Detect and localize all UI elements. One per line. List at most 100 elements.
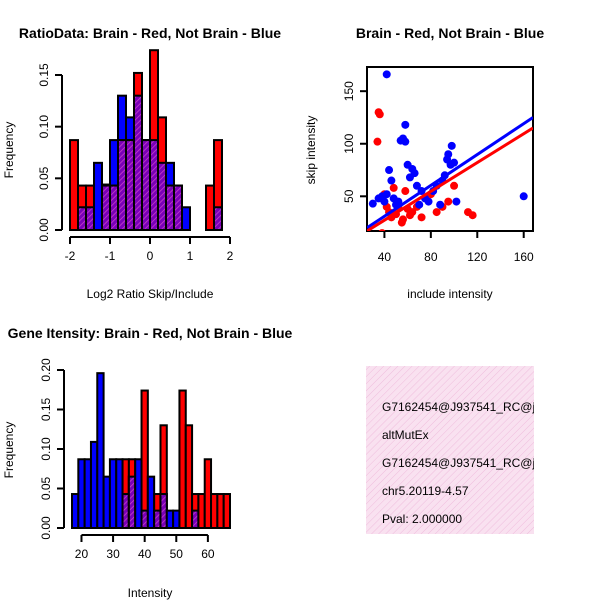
scatter-xlabel: include intensity (407, 287, 492, 301)
info-line: G7162454@J937541_RC@j_at (382, 456, 552, 470)
bar-overlap (109, 184, 119, 231)
y-tick-label: 0.00 (37, 218, 51, 242)
bar-overlap (133, 94, 143, 231)
bar-overlap (125, 139, 135, 232)
y-tick-label: 0.05 (39, 476, 53, 500)
scatter-point-brain (375, 110, 384, 119)
fit-line-not-brain (367, 116, 533, 230)
scatter-ylabel: skip intensity (304, 116, 318, 185)
scatter-point-brain (432, 208, 441, 217)
scatter-axes: 40 80 120 160 50 100 150 (342, 81, 534, 264)
bar-overlap (141, 139, 151, 232)
y-tick-label: 150 (342, 81, 356, 101)
info-panel-lines: G7162454@J937541_RC@j_at altMutEx G7162454… (382, 400, 552, 526)
y-tick-label: 0.10 (37, 115, 51, 139)
scatter-point-not-brain (368, 199, 377, 208)
x-tick-label: 160 (514, 250, 534, 264)
bar-brain (205, 184, 215, 231)
x-tick-label: 120 (467, 250, 487, 264)
x-tick-label: 50 (170, 547, 184, 561)
ratio-histogram-axes: -2 -1 0 1 2 0.00 0.05 0.10 0.15 (37, 63, 234, 263)
fit-line-brain (367, 126, 533, 231)
intensity-histogram-ylabel: Frequency (2, 422, 16, 479)
y-tick-label: 0.05 (37, 166, 51, 190)
scatter-point-not-brain (401, 120, 410, 129)
y-tick-label: 0.00 (39, 516, 53, 540)
x-tick-label: 80 (424, 250, 438, 264)
bar-overlap (77, 206, 87, 231)
y-tick-label: 50 (342, 189, 356, 203)
x-tick-label: 40 (138, 547, 152, 561)
bar-brain (222, 493, 231, 529)
scatter-title: Brain - Red, Not Brain - Blue (356, 25, 544, 41)
scatter-point-not-brain (444, 150, 453, 159)
scatter-plot-box (366, 66, 534, 232)
bar-not-brain (96, 372, 105, 529)
scatter-point-brain (450, 181, 459, 190)
scatter-point-brain (468, 211, 477, 220)
scatter-point-brain (444, 197, 453, 206)
scatter-point-not-brain (452, 197, 461, 206)
scatter-point-brain (373, 137, 382, 146)
info-panel-background (366, 366, 534, 534)
bar-brain (184, 424, 194, 529)
scatter-point-not-brain (424, 197, 433, 206)
scatter-point-not-brain (436, 200, 445, 209)
ratio-histogram-title: RatioData: Brain - Red, Not Brain - Blue (19, 25, 281, 41)
bar-not-brain (93, 161, 103, 231)
scatter-point-brain (417, 213, 426, 222)
bar-overlap (157, 161, 167, 231)
scatter-point-not-brain (519, 192, 528, 201)
scatter-point-brain (401, 187, 410, 196)
intensity-histogram-title: Gene Itensity: Brain - Red, Not Brain - … (8, 325, 293, 341)
x-tick-label: 40 (378, 250, 392, 264)
y-tick-label: 0.10 (39, 437, 53, 461)
info-line: Pval: 2.000000 (382, 512, 462, 526)
x-tick-label: 60 (201, 547, 215, 561)
x-tick-label: 1 (187, 249, 194, 263)
scatter-point-not-brain (380, 197, 389, 206)
scatter-point-not-brain (410, 169, 419, 178)
bar-overlap (85, 206, 95, 231)
bar-brain (69, 139, 79, 232)
bar-overlap (117, 139, 127, 232)
info-line: altMutEx (382, 428, 429, 442)
scatter-point-not-brain (387, 176, 396, 185)
y-tick-label: 0.15 (37, 63, 51, 87)
scatter-point-not-brain (382, 70, 391, 79)
bar-overlap (213, 206, 223, 231)
x-tick-label: -2 (65, 249, 76, 263)
y-tick-label: 0.20 (39, 358, 53, 382)
x-tick-label: 0 (147, 249, 154, 263)
intensity-histogram-bars (71, 372, 231, 530)
bar-overlap (165, 184, 175, 231)
bar-overlap (101, 184, 111, 231)
scatter-point-not-brain (415, 200, 424, 209)
bar-overlap (173, 184, 183, 231)
x-tick-label: 30 (106, 547, 120, 561)
ratio-histogram-xlabel: Log2 Ratio Skip/Include (87, 287, 214, 301)
bar-overlap (149, 139, 159, 232)
info-line: chr5.20119-4.57 (382, 484, 469, 498)
intensity-histogram-axes: 20 30 40 50 60 0.00 0.05 0.10 0.15 0.20 (39, 358, 215, 561)
bar-not-brain (181, 206, 191, 231)
ratio-histogram-ylabel: Frequency (2, 122, 16, 179)
scatter-point-brain (389, 183, 398, 192)
info-line: G7162454@J937541_RC@j_at (382, 400, 552, 414)
scatter-point-not-brain (447, 141, 456, 150)
y-tick-label: 100 (342, 133, 356, 153)
scatter-point-not-brain (385, 166, 394, 175)
scatter-point-not-brain (394, 197, 403, 206)
scatter-marks (367, 70, 533, 231)
scatter-point-brain (398, 215, 407, 224)
scatter-point-not-brain (412, 181, 421, 190)
x-tick-label: -1 (105, 249, 116, 263)
intensity-histogram-xlabel: Intensity (128, 586, 173, 600)
scatter-point-not-brain (450, 158, 459, 167)
y-tick-label: 0.15 (39, 397, 53, 421)
intensity-scatter: Brain - Red, Not Brain - Blue 40 80 120 160… (304, 25, 544, 301)
ratio-histogram-bars (69, 49, 223, 232)
scatter-point-brain (408, 208, 417, 217)
scatter-point-not-brain (382, 190, 391, 199)
